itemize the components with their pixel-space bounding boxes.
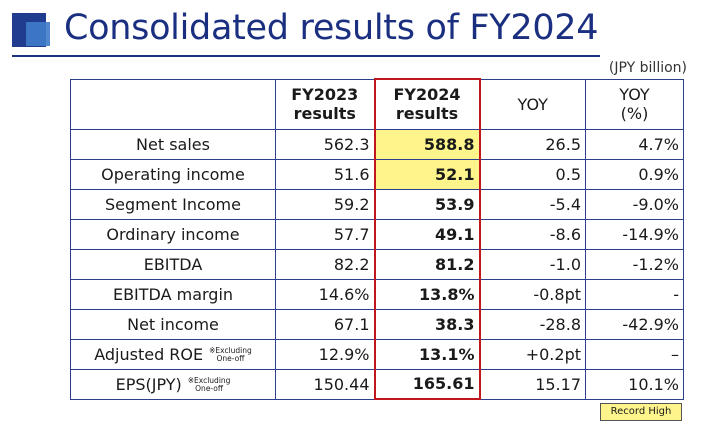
- header-row: FY2023 results FY2024 results YOY YOY (%): [70, 78, 684, 130]
- yoy-value: -0.8pt: [479, 278, 586, 310]
- row-label: Operating income: [70, 158, 276, 190]
- table-row: Adjusted ROE ※Excluding One-off 12.9% 13.1% +…: [70, 338, 684, 370]
- fy2023-value: 67.1: [275, 308, 375, 340]
- table-row: EBITDA 82.2 81.2 -1.0 -1.2%: [70, 248, 684, 280]
- fy2023-value: 14.6%: [275, 278, 375, 310]
- table-row: EBITDA margin 14.6% 13.8% -0.8pt -: [70, 278, 684, 310]
- header-fy2023: FY2023 results: [275, 78, 375, 130]
- row-label: Adjusted ROE ※Excluding One-off: [70, 338, 276, 370]
- table-row: EPS(JPY) ※Excluding One-off 150.44 165.61 15.…: [70, 368, 684, 400]
- yoy-value: +0.2pt: [479, 338, 586, 370]
- yoy-value: 15.17: [479, 368, 586, 400]
- fy2024-value: 53.9: [373, 188, 481, 220]
- excluding-one-off-note: ※Excluding One-off: [209, 346, 252, 363]
- yoy-pct-value: 4.7%: [585, 128, 684, 160]
- table-row: Segment Income 59.2 53.9 -5.4 -9.0%: [70, 188, 684, 220]
- row-label: EBITDA margin: [70, 278, 276, 310]
- yoy-pct-value: 10.1%: [585, 368, 684, 400]
- slide-header: Consolidated results of FY2024: [0, 0, 705, 60]
- fy2024-value: 52.1: [373, 158, 481, 190]
- fy2023-value: 57.7: [275, 218, 375, 250]
- header-blank: [70, 78, 276, 130]
- yoy-value: -8.6: [479, 218, 586, 250]
- header-yoy: YOY: [479, 78, 586, 130]
- excluding-one-off-note: ※Excluding One-off: [187, 376, 231, 393]
- record-high-legend: Record High: [600, 403, 682, 421]
- fy2024-value: 588.8: [373, 128, 481, 160]
- fy2023-value: 12.9%: [275, 338, 375, 370]
- table-row: Operating income 51.6 52.1 0.5 0.9%: [70, 158, 684, 190]
- results-table: FY2023 results FY2024 results YOY YOY (%) N…: [70, 78, 684, 400]
- unit-label: (JPY billion): [608, 60, 687, 76]
- yoy-pct-value: -42.9%: [585, 308, 684, 340]
- yoy-value: 26.5: [479, 128, 586, 160]
- row-label: Net sales: [70, 128, 276, 160]
- yoy-pct-value: -14.9%: [585, 218, 684, 250]
- header-fy2024: FY2024 results: [373, 78, 481, 130]
- yoy-value: -28.8: [479, 308, 586, 340]
- yoy-value: -5.4: [479, 188, 586, 220]
- fy2023-value: 82.2: [275, 248, 375, 280]
- title-underline: [12, 55, 600, 57]
- page-title: Consolidated results of FY2024: [64, 8, 599, 48]
- row-label: EPS(JPY) ※Excluding One-off: [70, 368, 276, 400]
- yoy-value: -1.0: [479, 248, 586, 280]
- fy2023-value: 562.3: [275, 128, 375, 160]
- yoy-pct-value: 0.9%: [585, 158, 684, 190]
- fy2024-value: 49.1: [373, 218, 481, 250]
- row-label: EBITDA: [70, 248, 276, 280]
- yoy-pct-value: -: [585, 278, 684, 310]
- yoy-value: 0.5: [479, 158, 586, 190]
- fy2024-value: 81.2: [373, 248, 481, 280]
- table-row: Net sales 562.3 588.8 26.5 4.7%: [70, 128, 684, 160]
- fy2024-value: 38.3: [373, 308, 481, 340]
- fy2023-value: 150.44: [275, 368, 375, 400]
- row-label: Ordinary income: [70, 218, 276, 250]
- yoy-pct-value: -1.2%: [585, 248, 684, 280]
- row-label: Net income: [70, 308, 276, 340]
- fy2023-value: 51.6: [275, 158, 375, 190]
- fy2023-value: 59.2: [275, 188, 375, 220]
- row-label: Segment Income: [70, 188, 276, 220]
- table-row: Ordinary income 57.7 49.1 -8.6 -14.9%: [70, 218, 684, 250]
- fy2024-value: 165.61: [373, 368, 481, 400]
- yoy-pct-value: -9.0%: [585, 188, 684, 220]
- fy2024-value: 13.8%: [373, 278, 481, 310]
- table-row: Net income 67.1 38.3 -28.8 -42.9%: [70, 308, 684, 340]
- header-yoy-pct: YOY (%): [585, 78, 684, 130]
- yoy-pct-value: –: [585, 338, 684, 370]
- logo-square-light: [26, 22, 50, 46]
- fy2024-value: 13.1%: [373, 338, 481, 370]
